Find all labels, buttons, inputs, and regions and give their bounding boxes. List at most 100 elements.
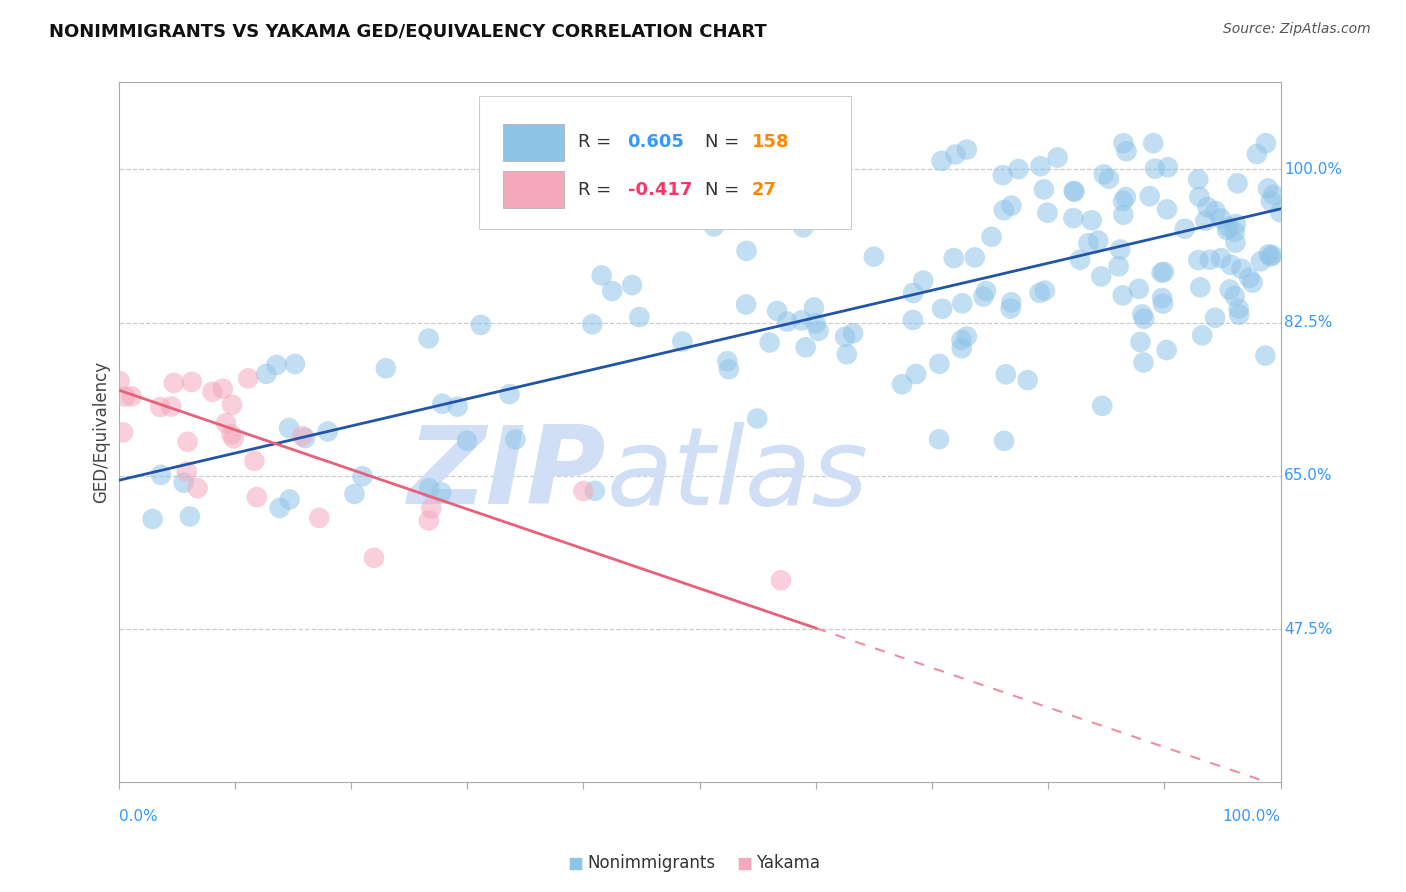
Point (1204, 204, 1226, 219)
Point (1260, 194, 1282, 208)
FancyBboxPatch shape (503, 171, 564, 209)
Point (1197, 200, 1219, 214)
Point (278, 492, 301, 507)
Point (842, 326, 865, 341)
Point (1225, 235, 1247, 250)
Point (834, 330, 856, 344)
Point (1017, 373, 1039, 387)
Point (149, 467, 172, 482)
Point (703, 219, 725, 234)
FancyBboxPatch shape (503, 124, 564, 161)
Point (1156, 343, 1178, 357)
Text: Nonimmigrants: Nonimmigrants (588, 855, 716, 872)
Point (1227, 301, 1250, 316)
Point (246, 490, 269, 504)
Point (591, 268, 613, 283)
Text: Source: ZipAtlas.com: Source: ZipAtlas.com (1223, 22, 1371, 37)
Point (972, 289, 994, 303)
Point (1261, 248, 1284, 262)
Point (114, 390, 136, 404)
Point (1112, 208, 1135, 222)
Point (176, 434, 198, 449)
Point (142, 512, 165, 526)
Point (149, 400, 172, 414)
Point (621, 278, 644, 293)
Point (1130, 308, 1153, 322)
Point (1194, 213, 1216, 227)
Point (1108, 260, 1130, 274)
Point (1128, 282, 1150, 296)
Point (991, 168, 1014, 182)
Point (308, 511, 330, 525)
Point (1046, 151, 1069, 165)
Point (790, 313, 813, 327)
Point (735, 244, 758, 258)
Point (758, 335, 780, 350)
Point (1250, 254, 1272, 268)
Point (801, 210, 824, 224)
Point (1270, 205, 1292, 219)
Point (1087, 234, 1109, 248)
Point (1036, 205, 1059, 219)
Point (931, 301, 953, 316)
Text: 82.5%: 82.5% (1284, 315, 1333, 330)
Point (1000, 295, 1022, 310)
Text: -0.417: -0.417 (627, 181, 692, 199)
Point (1257, 181, 1279, 195)
Point (807, 324, 830, 338)
Point (863, 250, 886, 264)
Point (1219, 283, 1241, 297)
Point (1230, 261, 1253, 276)
Point (835, 347, 858, 361)
Point (1225, 217, 1247, 231)
Point (222, 431, 245, 445)
Point (628, 310, 651, 324)
Point (352, 469, 374, 483)
Point (1142, 136, 1164, 151)
Point (316, 425, 339, 439)
Point (1263, 187, 1285, 202)
Point (735, 297, 758, 311)
Point (418, 514, 440, 528)
Point (572, 483, 595, 498)
Point (1227, 308, 1250, 322)
Point (804, 317, 827, 331)
Point (794, 340, 817, 354)
Text: 100.0%: 100.0% (1223, 809, 1281, 824)
Point (108, 374, 131, 388)
Point (1000, 301, 1022, 316)
Point (1028, 285, 1050, 300)
Point (1241, 276, 1264, 290)
FancyBboxPatch shape (479, 96, 851, 229)
Point (1254, 349, 1277, 363)
Point (942, 251, 965, 265)
Point (112, 425, 135, 440)
Point (121, 389, 143, 403)
Point (1260, 250, 1282, 264)
Point (278, 421, 301, 435)
Point (1254, 136, 1277, 151)
Point (928, 357, 950, 371)
Point (956, 143, 979, 157)
Text: Yakama: Yakama (756, 855, 821, 872)
Point (266, 358, 288, 372)
Point (456, 434, 478, 448)
Point (1098, 171, 1121, 186)
Y-axis label: GED/Equivalency: GED/Equivalency (93, 361, 110, 503)
Point (1032, 182, 1054, 196)
Point (1007, 162, 1029, 177)
Point (1150, 266, 1173, 280)
Point (803, 301, 825, 315)
Point (186, 481, 208, 495)
Point (215, 416, 238, 430)
Point (1109, 243, 1132, 257)
Point (291, 429, 314, 443)
Point (581, 318, 603, 332)
Point (1223, 225, 1246, 239)
Point (792, 220, 814, 235)
Point (343, 487, 366, 501)
Text: 65.0%: 65.0% (1284, 468, 1333, 483)
Point (974, 284, 997, 298)
Text: atlas: atlas (606, 422, 869, 526)
Point (1081, 213, 1104, 227)
